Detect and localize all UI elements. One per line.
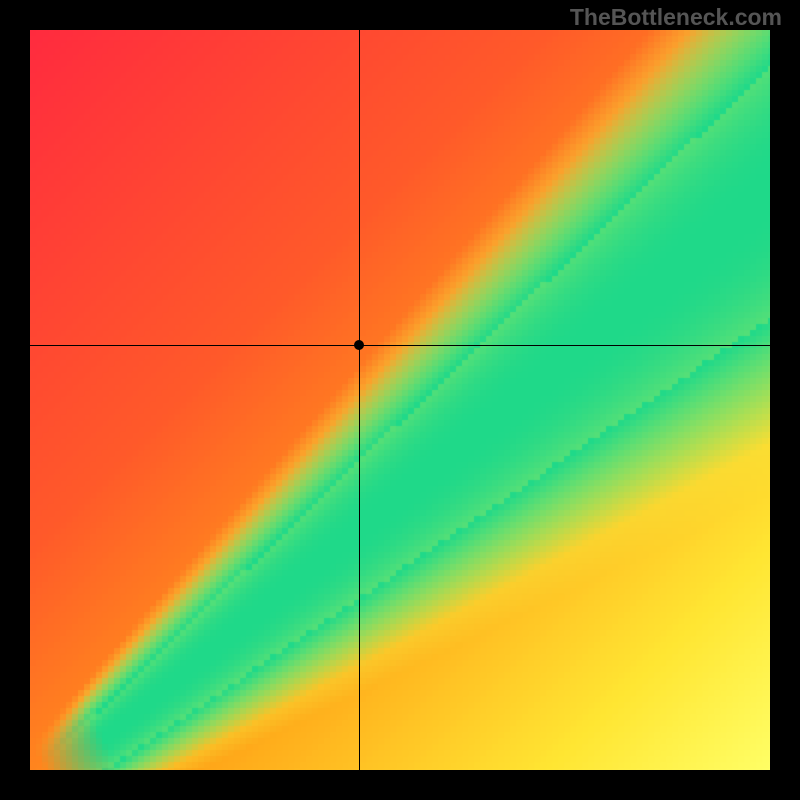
crosshair-vertical xyxy=(359,30,360,770)
heatmap-plot-area xyxy=(30,30,770,770)
watermark-text: TheBottleneck.com xyxy=(570,4,782,31)
selected-point-marker xyxy=(354,340,364,350)
bottleneck-heatmap-canvas xyxy=(30,30,770,770)
crosshair-horizontal xyxy=(30,345,770,346)
